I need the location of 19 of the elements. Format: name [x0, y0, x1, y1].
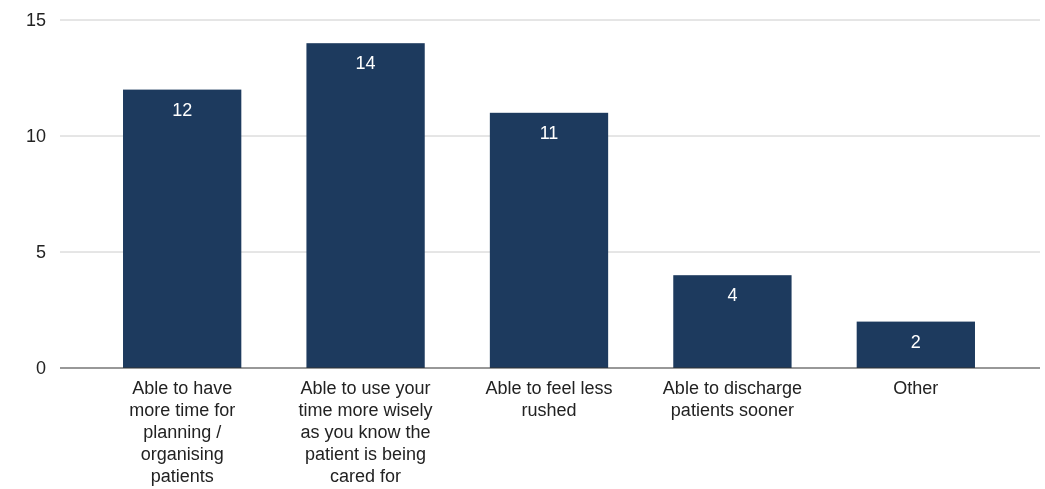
data-label: 4	[727, 285, 738, 306]
x-tick-label: Other	[893, 378, 939, 398]
bar	[673, 275, 792, 368]
y-tick-label: 0	[35, 358, 46, 379]
data-label: 14	[355, 53, 376, 74]
y-tick-label: 10	[25, 126, 46, 147]
y-tick-label: 15	[25, 10, 46, 31]
y-tick-label: 5	[35, 242, 46, 263]
x-tick-label: Able to have more time for planning / organising patients	[129, 378, 236, 486]
data-label: 2	[910, 331, 921, 352]
bar	[123, 89, 242, 368]
x-tick-label: Able to feel less rushed	[485, 378, 613, 420]
bar	[856, 321, 975, 368]
data-label: 11	[539, 122, 559, 143]
x-tick-label: Able to discharge patients sooner	[662, 378, 802, 420]
x-tick-label: Able to use your time more wisely as you know the patient is being cared for	[298, 378, 433, 486]
bar	[489, 112, 609, 368]
data-label: 12	[172, 99, 193, 120]
bar	[306, 43, 425, 368]
